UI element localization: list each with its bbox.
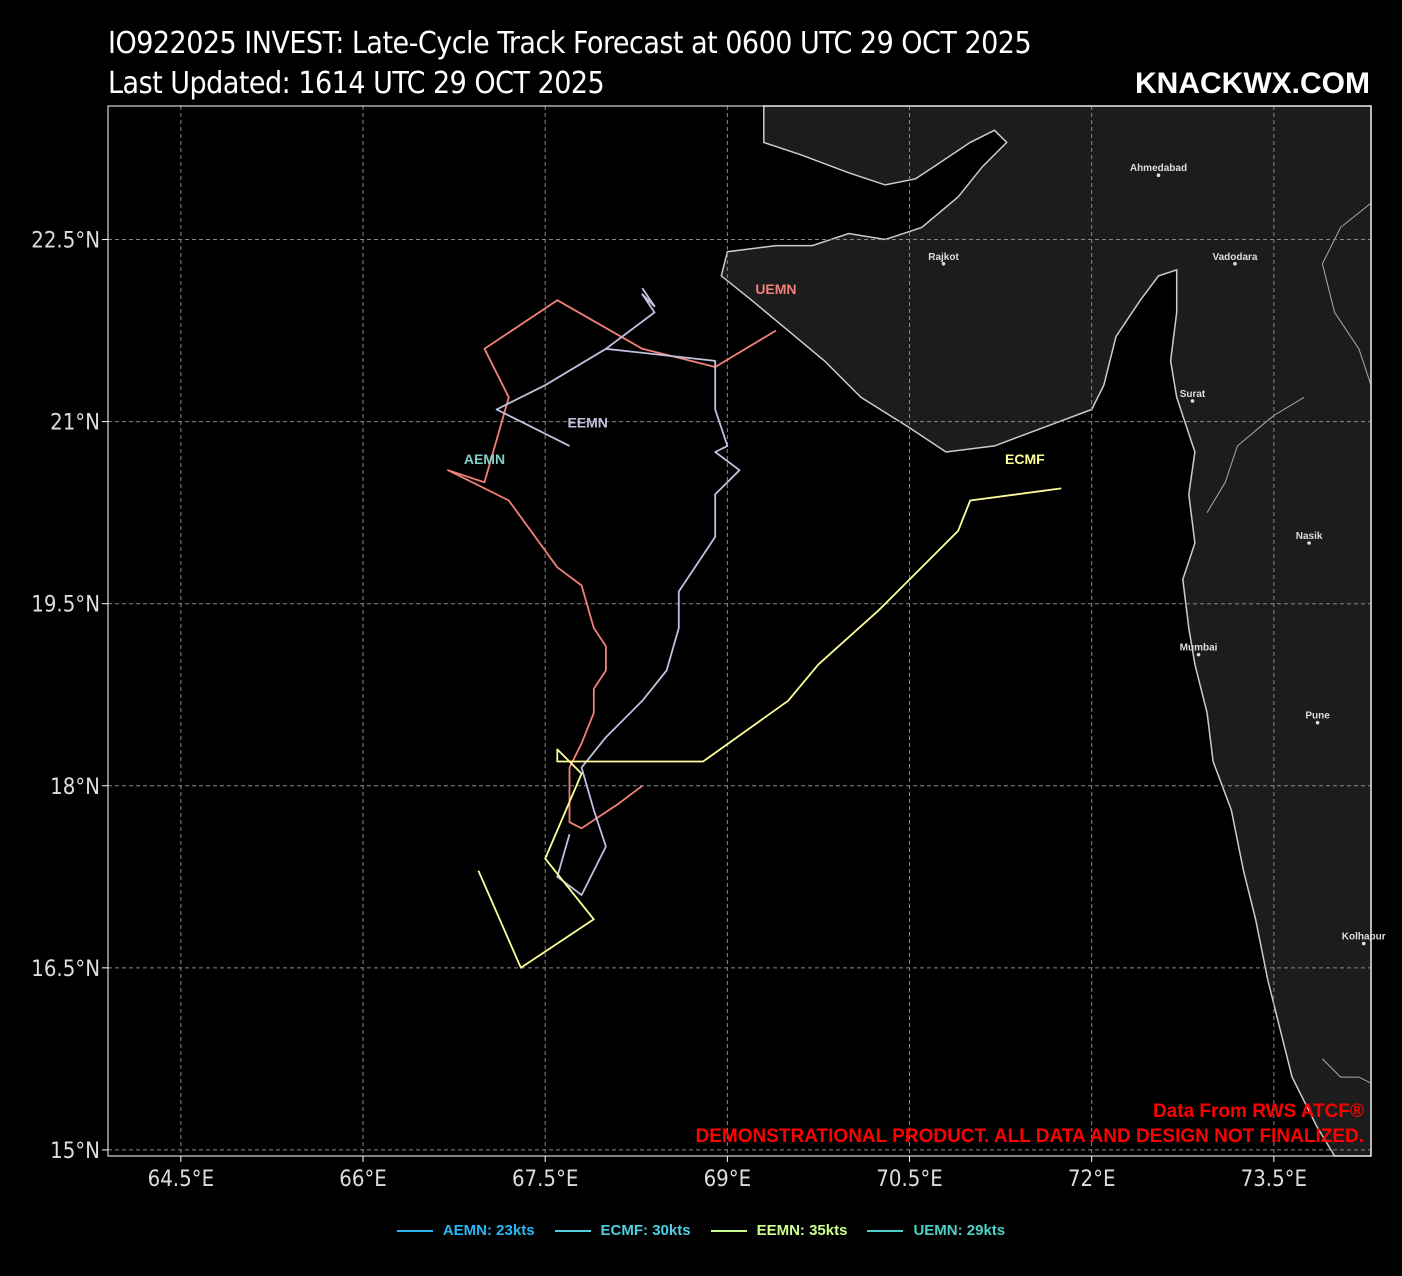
legend-item: EEMN: 35kts bbox=[710, 1222, 848, 1239]
x-tick-label: 69°E bbox=[704, 1167, 752, 1192]
x-tick-label: 70.5°E bbox=[876, 1167, 942, 1192]
y-tick-label: 22.5°N bbox=[31, 229, 100, 254]
data-credit: Data From RWS ATCF® bbox=[1152, 1101, 1364, 1122]
track-ecmf bbox=[477, 487, 1062, 969]
legend-label: UEMN: 29kts bbox=[913, 1222, 1006, 1239]
track-label-uemn: UEMN bbox=[755, 281, 796, 297]
legend-swatch bbox=[710, 1229, 747, 1232]
city-marker bbox=[1361, 941, 1366, 946]
chart-title: IO922025 INVEST: Late-Cycle Track Foreca… bbox=[108, 26, 1032, 61]
city-marker bbox=[1196, 652, 1201, 657]
legend-item: ECMF: 30kts bbox=[554, 1222, 691, 1239]
legend-swatch bbox=[554, 1229, 591, 1232]
y-tick-label: 18°N bbox=[50, 775, 100, 800]
city-label: Mumbai bbox=[1180, 643, 1218, 654]
legend-item: AEMN: 23kts bbox=[396, 1222, 535, 1239]
legend-swatch bbox=[396, 1229, 433, 1232]
x-tick-label: 66°E bbox=[339, 1167, 387, 1192]
city-marker bbox=[1315, 720, 1320, 725]
track-eemn bbox=[495, 347, 741, 896]
track-layer: UEMN EEMN ECMF AEMN bbox=[447, 281, 1062, 969]
city-marker bbox=[1307, 541, 1311, 545]
city-label: Vadodara bbox=[1212, 252, 1257, 263]
legend-label: EEMN: 35kts bbox=[756, 1222, 848, 1239]
y-tick-label: 15°N bbox=[50, 1139, 100, 1164]
legend: AEMN: 23kts ECMF: 30kts EEMN: 35kts UEMN: 2… bbox=[0, 1222, 1402, 1239]
city-layer: Ahmedabad Rajkot Vadodara Surat Nasik Mumbai P… bbox=[928, 163, 1386, 946]
city-label: Pune bbox=[1305, 711, 1330, 722]
y-tick-label: 19.5°N bbox=[31, 593, 100, 618]
legend-label: AEMN: 23kts bbox=[442, 1222, 535, 1239]
legend-label: ECMF: 30kts bbox=[600, 1222, 691, 1239]
y-tick-label: 16.5°N bbox=[31, 957, 100, 982]
city-marker bbox=[1233, 262, 1237, 266]
city-marker bbox=[941, 262, 946, 266]
track-label-aemn: AEMN bbox=[464, 451, 505, 467]
city-marker bbox=[1190, 399, 1195, 403]
track-eemn-segment bbox=[605, 287, 656, 350]
x-tick-label: 72°E bbox=[1068, 1167, 1116, 1192]
x-tick-label: 67.5°E bbox=[512, 1167, 578, 1192]
track-uemn bbox=[447, 299, 777, 830]
axis-ticks: 64.5°E 66°E 67.5°E 69°E 70.5°E 72°E 73.5°E 22.5… bbox=[31, 229, 1307, 1192]
track-label-ecmf: ECMF bbox=[1005, 451, 1045, 467]
plot-frame bbox=[107, 105, 1372, 1157]
city-label: Rajkot bbox=[928, 252, 959, 263]
grid-lines bbox=[108, 106, 1371, 1156]
track-label-eemn: EEMN bbox=[567, 415, 607, 431]
legend-swatch bbox=[867, 1229, 904, 1232]
legend-item: UEMN: 29kts bbox=[867, 1222, 1005, 1239]
brand-logo[interactable]: KNACKWX.COM bbox=[1135, 67, 1370, 100]
x-tick-label: 64.5°E bbox=[148, 1167, 214, 1192]
x-tick-label: 73.5°E bbox=[1241, 1167, 1307, 1192]
state-border bbox=[1206, 396, 1305, 513]
city-label: Kolhapur bbox=[1342, 932, 1386, 943]
state-border bbox=[1321, 202, 1372, 386]
disclaimer: DEMONSTRATIONAL PRODUCT. ALL DATA AND DE… bbox=[695, 1126, 1365, 1147]
city-label: Surat bbox=[1180, 389, 1206, 400]
city-label: Nasik bbox=[1296, 531, 1323, 542]
state-border bbox=[1322, 1058, 1372, 1084]
city-marker bbox=[1156, 173, 1161, 177]
y-tick-label: 21°N bbox=[50, 411, 100, 436]
city-label: Ahmedabad bbox=[1130, 163, 1187, 174]
chart-subtitle: Last Updated: 1614 UTC 29 OCT 2025 bbox=[108, 66, 605, 101]
